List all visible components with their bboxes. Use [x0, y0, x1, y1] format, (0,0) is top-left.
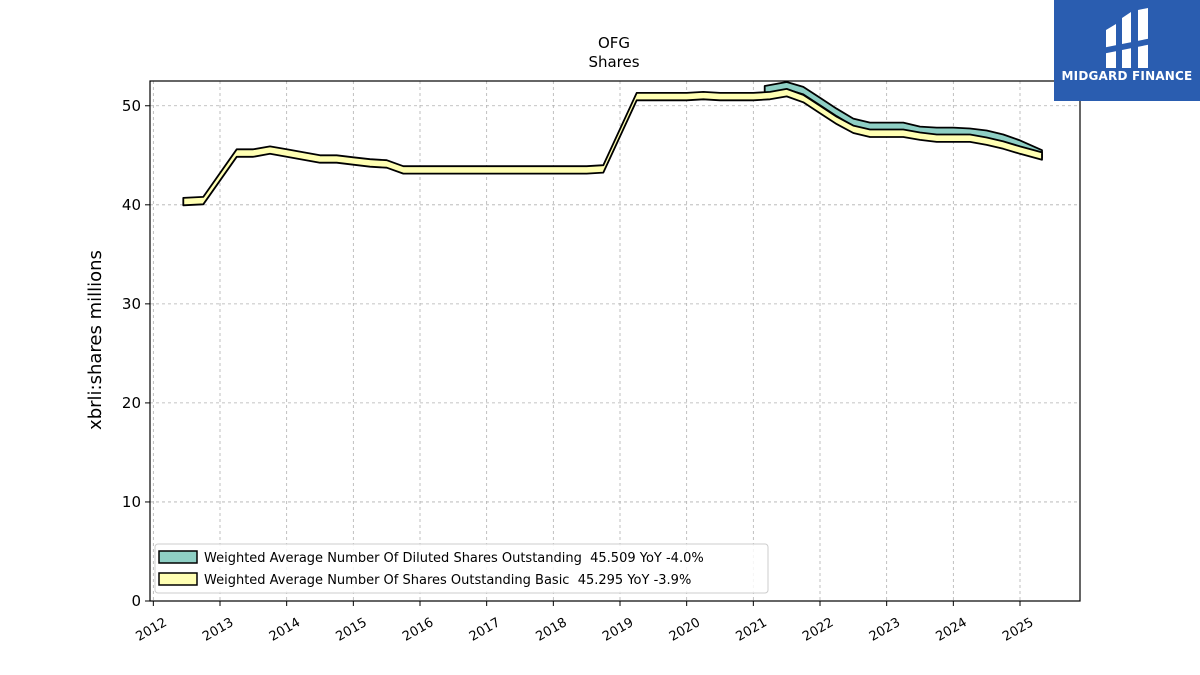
brand-name: MIDGARD FINANCE [1061, 69, 1193, 83]
x-tick-label: 2019 [600, 615, 636, 645]
x-tick-label: 2014 [267, 615, 303, 645]
chart-title: OFG [598, 34, 630, 52]
chart-subtitle: Shares [588, 53, 639, 71]
x-tick-label: 2018 [534, 615, 570, 645]
x-tick-label: 2012 [134, 615, 170, 645]
x-tick-label: 2013 [200, 615, 236, 645]
x-tick-label: 2016 [400, 615, 436, 645]
brand-logo-icon [1102, 8, 1152, 68]
legend: Weighted Average Number Of Diluted Share… [154, 543, 769, 594]
x-tick-label: 2021 [734, 615, 770, 645]
y-tick-label: 30 [122, 295, 141, 313]
y-tick-label: 50 [122, 97, 141, 115]
legend-box [154, 543, 769, 594]
legend-label-basic: Weighted Average Number Of Shares Outsta… [204, 573, 691, 588]
series-area [182, 81, 1043, 207]
y-tick-label: 40 [122, 196, 141, 214]
legend-swatch-basic [158, 572, 198, 586]
series-band-1 [182, 88, 1043, 207]
y-tick-label: 0 [131, 592, 141, 610]
x-tick-label: 2017 [467, 615, 503, 645]
brand-logo: MIDGARD FINANCE [1054, 0, 1200, 101]
x-tick-label: 2022 [800, 615, 836, 645]
x-tick-label: 2020 [667, 615, 703, 645]
y-tick-label: 20 [122, 394, 141, 412]
x-tick-label: 2024 [934, 615, 970, 645]
x-tick-label: 2025 [1000, 615, 1036, 645]
plot-frame [149, 80, 1081, 602]
legend-label-diluted: Weighted Average Number Of Diluted Share… [204, 551, 704, 566]
x-tick-label: 2015 [334, 615, 370, 645]
y-tick-label: 10 [122, 493, 141, 511]
y-axis-label: xbrli:shares millions [85, 250, 106, 430]
legend-swatch-diluted [158, 550, 198, 564]
x-tick-label: 2023 [867, 615, 903, 645]
grid [150, 81, 1080, 602]
